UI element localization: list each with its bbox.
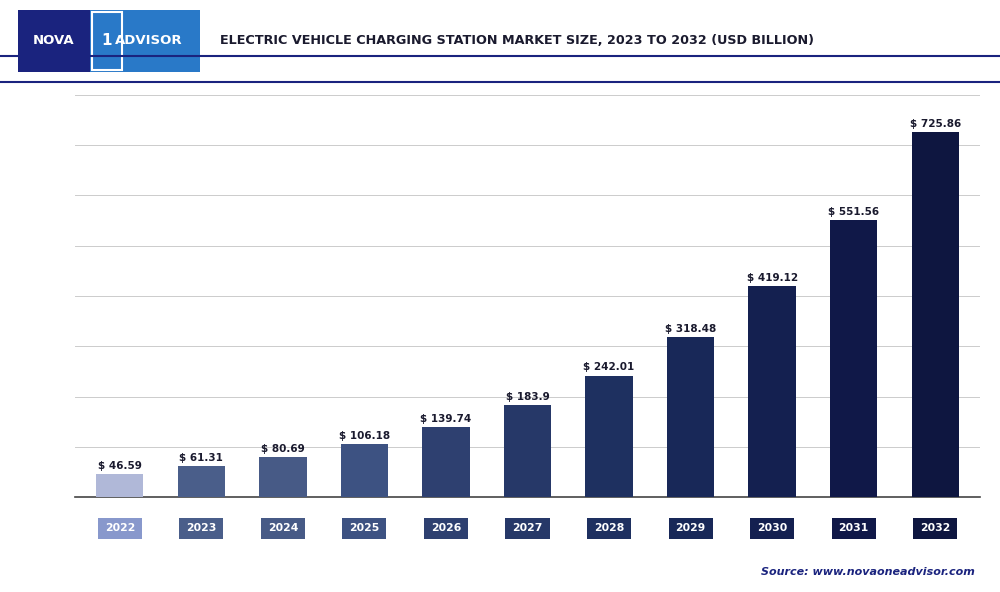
FancyBboxPatch shape <box>261 519 305 539</box>
Bar <box>748 287 796 497</box>
Text: 2023: 2023 <box>186 523 217 533</box>
Text: 2028: 2028 <box>594 523 624 533</box>
Bar <box>92 12 122 70</box>
FancyBboxPatch shape <box>98 519 142 539</box>
Text: NOVA: NOVA <box>33 34 75 47</box>
Text: ADVISOR: ADVISOR <box>115 34 183 47</box>
Bar <box>18 10 90 72</box>
Text: $ 80.69: $ 80.69 <box>261 443 305 453</box>
Bar <box>912 132 959 497</box>
Text: Source: www.novaoneadvisor.com: Source: www.novaoneadvisor.com <box>761 567 975 577</box>
Text: $ 61.31: $ 61.31 <box>179 453 223 464</box>
FancyBboxPatch shape <box>750 519 794 539</box>
Text: 2025: 2025 <box>349 523 380 533</box>
Bar <box>341 444 388 497</box>
Text: 2030: 2030 <box>757 523 787 533</box>
Bar <box>667 337 714 497</box>
FancyBboxPatch shape <box>669 519 713 539</box>
Bar <box>422 427 470 497</box>
Bar <box>178 466 225 497</box>
Text: 2032: 2032 <box>920 523 950 533</box>
Bar <box>504 405 551 497</box>
Text: 2029: 2029 <box>675 523 706 533</box>
Bar <box>90 10 200 72</box>
Text: $ 139.74: $ 139.74 <box>420 414 472 424</box>
Bar <box>830 220 877 497</box>
Bar <box>585 375 633 497</box>
Text: 2024: 2024 <box>268 523 298 533</box>
Text: 1: 1 <box>102 33 112 49</box>
Text: $ 318.48: $ 318.48 <box>665 324 716 334</box>
Text: $ 242.01: $ 242.01 <box>583 362 635 372</box>
FancyBboxPatch shape <box>424 519 468 539</box>
Bar <box>96 474 143 497</box>
Text: $ 725.86: $ 725.86 <box>910 119 961 129</box>
Text: 2027: 2027 <box>512 523 543 533</box>
Text: 2031: 2031 <box>839 523 869 533</box>
FancyBboxPatch shape <box>505 519 550 539</box>
Text: $ 551.56: $ 551.56 <box>828 207 879 217</box>
Text: 2022: 2022 <box>105 523 135 533</box>
Text: $ 106.18: $ 106.18 <box>339 431 390 441</box>
FancyBboxPatch shape <box>832 519 876 539</box>
FancyBboxPatch shape <box>587 519 631 539</box>
Text: 2026: 2026 <box>431 523 461 533</box>
Text: $ 46.59: $ 46.59 <box>98 461 142 471</box>
Text: $ 419.12: $ 419.12 <box>747 274 798 284</box>
FancyBboxPatch shape <box>913 519 957 539</box>
Bar <box>259 456 307 497</box>
FancyBboxPatch shape <box>179 519 223 539</box>
Text: $ 183.9: $ 183.9 <box>506 392 549 402</box>
Text: ELECTRIC VEHICLE CHARGING STATION MARKET SIZE, 2023 TO 2032 (USD BILLION): ELECTRIC VEHICLE CHARGING STATION MARKET… <box>220 34 814 47</box>
FancyBboxPatch shape <box>342 519 386 539</box>
